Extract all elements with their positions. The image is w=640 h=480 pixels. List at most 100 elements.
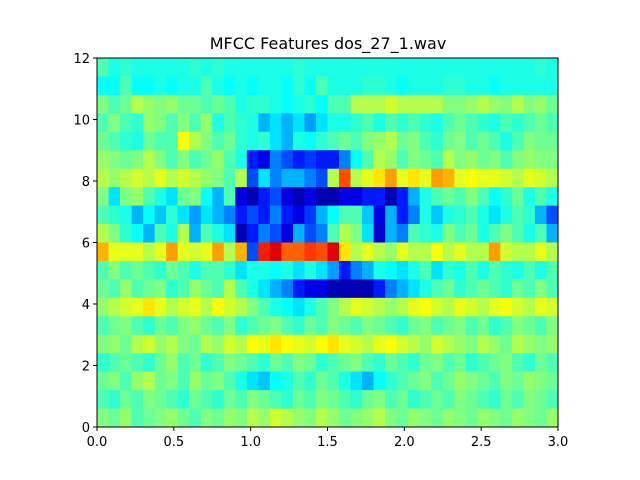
heatmap-cell <box>281 316 294 336</box>
heatmap-cell <box>419 242 432 262</box>
heatmap-cell <box>143 279 156 299</box>
heatmap-cell <box>396 94 409 114</box>
y-tick-label: 6 <box>82 237 90 252</box>
heatmap-cell <box>350 58 363 78</box>
heatmap-cell <box>189 334 202 354</box>
heatmap-cell <box>200 390 213 410</box>
heatmap-cell <box>511 260 525 280</box>
heatmap-cell <box>304 408 317 428</box>
heatmap-cell <box>143 168 156 188</box>
heatmap-cell <box>534 187 548 207</box>
heatmap-cell <box>189 390 202 410</box>
heatmap-cell <box>131 113 144 133</box>
heatmap-cell <box>269 390 283 410</box>
heatmap-cell <box>212 279 225 299</box>
heatmap-cell <box>454 168 467 188</box>
heatmap-cell <box>315 408 329 428</box>
heatmap-cell <box>431 113 444 133</box>
heatmap-cell <box>246 131 259 151</box>
heatmap-cell <box>200 297 213 317</box>
heatmap-cell <box>465 131 478 151</box>
heatmap-cell <box>385 242 398 262</box>
heatmap-cell <box>258 408 271 428</box>
heatmap-cell <box>500 408 513 428</box>
heatmap-cell <box>534 113 548 133</box>
heatmap-cell <box>362 334 375 354</box>
heatmap-cell <box>292 187 306 207</box>
heatmap-cell <box>419 187 432 207</box>
heatmap-cell <box>143 353 156 373</box>
heatmap-cell <box>258 334 271 354</box>
heatmap-cell <box>396 408 409 428</box>
heatmap-cell <box>108 371 121 391</box>
heatmap-cell <box>327 260 340 280</box>
heatmap-cell <box>292 279 306 299</box>
heatmap-cell <box>269 316 283 336</box>
heatmap-cell <box>97 113 110 133</box>
heatmap-cell <box>408 297 421 317</box>
heatmap-cell <box>235 168 248 188</box>
heatmap-cell <box>177 131 190 151</box>
heatmap-cell <box>246 168 259 188</box>
heatmap-cell <box>419 58 432 78</box>
heatmap-cell <box>327 353 340 373</box>
heatmap-cell <box>500 316 513 336</box>
heatmap-cell <box>362 150 375 170</box>
heatmap-cell <box>108 224 121 244</box>
heatmap-cell <box>523 58 536 78</box>
heatmap-cell <box>373 150 386 170</box>
heatmap-cell <box>465 371 478 391</box>
heatmap-cell <box>177 113 190 133</box>
heatmap-cell <box>189 371 202 391</box>
heatmap-cell <box>223 297 236 317</box>
heatmap-cell <box>523 205 536 225</box>
heatmap-cell <box>131 316 144 336</box>
heatmap-cell <box>154 205 167 225</box>
heatmap-cell <box>200 58 213 78</box>
heatmap-cell <box>396 224 409 244</box>
heatmap-cell <box>465 150 478 170</box>
heatmap-cell <box>385 408 398 428</box>
heatmap-cell <box>454 150 467 170</box>
heatmap-cell <box>177 150 190 170</box>
heatmap-cell <box>488 390 501 410</box>
heatmap-cell <box>500 224 513 244</box>
heatmap-cell <box>327 113 340 133</box>
y-tick-label: 10 <box>73 114 90 129</box>
heatmap-cell <box>373 187 386 207</box>
heatmap-cell <box>120 297 133 317</box>
heatmap-cell <box>465 94 478 114</box>
heatmap-cell <box>189 113 202 133</box>
heatmap-cell <box>281 224 294 244</box>
heatmap-cell <box>408 58 421 78</box>
heatmap-cell <box>143 150 156 170</box>
heatmap-cell <box>131 390 144 410</box>
heatmap-cell <box>177 316 190 336</box>
heatmap-cell <box>304 334 317 354</box>
heatmap-cell <box>189 408 202 428</box>
heatmap-cell <box>373 297 386 317</box>
heatmap-cell <box>154 390 167 410</box>
heatmap-cell <box>396 131 409 151</box>
heatmap-cell <box>200 187 213 207</box>
heatmap-cell <box>200 94 213 114</box>
heatmap-cell <box>177 279 190 299</box>
heatmap-cell <box>546 224 559 244</box>
heatmap-cell <box>143 94 156 114</box>
heatmap-cell <box>362 187 375 207</box>
heatmap-cell <box>120 408 133 428</box>
heatmap-cell <box>189 316 202 336</box>
heatmap-cell <box>408 316 421 336</box>
heatmap-cell <box>246 408 259 428</box>
heatmap-cell <box>166 390 179 410</box>
heatmap-cell <box>546 205 559 225</box>
heatmap-cell <box>120 334 133 354</box>
heatmap-cell <box>408 113 421 133</box>
heatmap-cell <box>246 150 259 170</box>
heatmap-cell <box>143 260 156 280</box>
heatmap-cell <box>223 279 236 299</box>
heatmap-cell <box>373 316 386 336</box>
heatmap-cell <box>350 242 363 262</box>
heatmap-cell <box>373 224 386 244</box>
